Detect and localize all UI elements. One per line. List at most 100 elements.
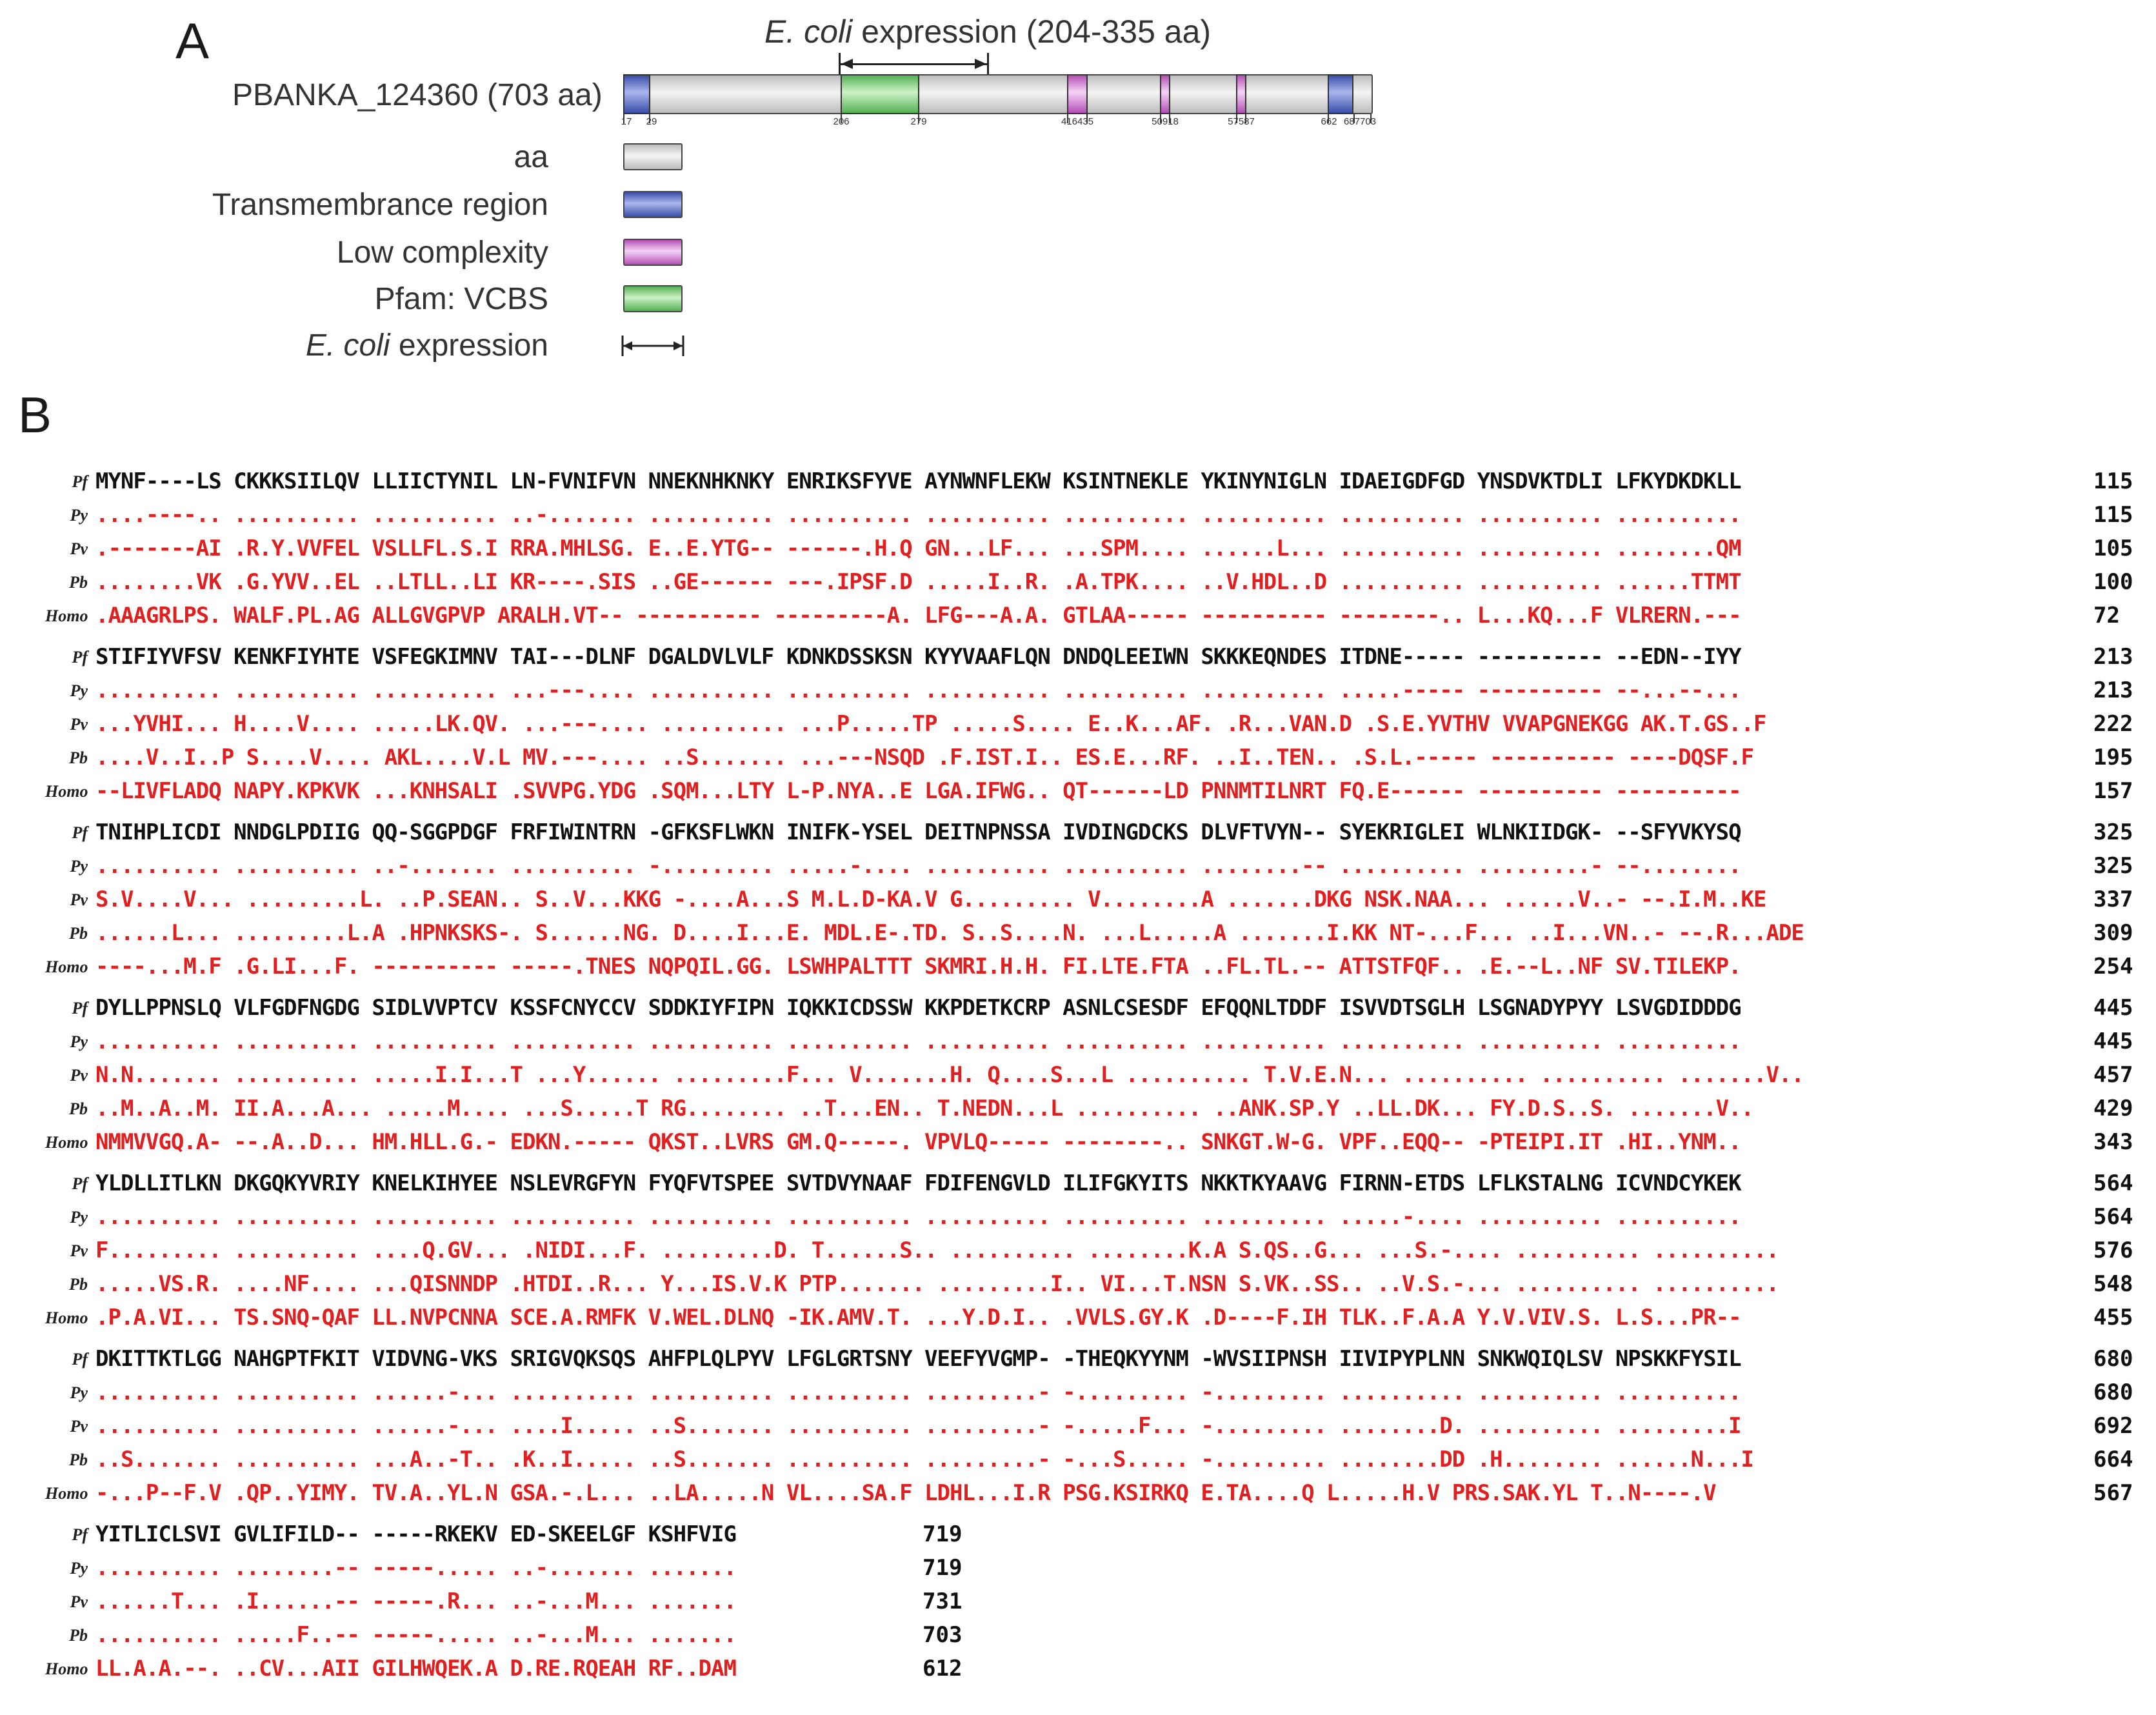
legend-label: E. coli expression (306, 328, 548, 363)
species-label: Py (70, 1559, 88, 1578)
species-label: Py (70, 1383, 88, 1402)
species-label: Pv (70, 1241, 88, 1260)
transmembrane-segment-2 (1328, 74, 1353, 114)
tick-label: 662 (1321, 116, 1337, 127)
alignment-row: Pf YITLICLSVI GVLIFILD-- -----RKEKV ED-SK… (45, 1519, 2142, 1552)
species-label: Pf (72, 472, 88, 491)
legend-swatch-transmembrane (623, 191, 683, 218)
legend-row-ecoli-expression: E. coli expression (194, 328, 684, 366)
residue-count: 343 (2093, 1129, 2133, 1155)
ecoli-expression-title: E. coli expression (204-335 aa) (764, 13, 1211, 50)
residue-count: 213 (2093, 677, 2133, 703)
sequence-text: F......... .......... ....Q.GV... .NIDI.… (95, 1238, 1779, 1263)
residue-count: 576 (2093, 1238, 2133, 1263)
legend-ecoli-italic: E. coli (305, 328, 390, 363)
alignment-row: Py .......... .......... ..-....... .....… (45, 850, 2142, 884)
tick-label: 206 (833, 116, 850, 127)
residue-count: 719 (923, 1555, 963, 1581)
sequence-text: N.N....... .......... .....I.I...T ...Y.… (95, 1062, 1804, 1088)
alignment-block: Pf STIFIYVFSV KENKFIYHTE VSFEGKIMNV TAI--… (45, 641, 2142, 817)
sequence-text: ......T... .I......-- -----.R... ..-...M… (95, 1589, 737, 1614)
alignment-row: Pf YLDLLITLKN DKGQKYVRIY KNELKIHYEE NSLEV… (45, 1168, 2142, 1201)
residue-count: 254 (2093, 954, 2133, 979)
sequence-text: ....V..I..P S....V.... AKL....V.L MV.---… (95, 745, 1754, 770)
residue-count: 548 (2093, 1271, 2133, 1297)
alignment-row: Pb ..M..A..M. II.A...A... .....M.... ...S… (45, 1093, 2142, 1127)
low-complexity-segment-1 (1067, 74, 1088, 114)
sequence-text: .......... ........-- -----..... ..-....… (95, 1555, 737, 1581)
alignment-row: Homo ----...M.F .G.LI...F. ---------- ---… (45, 951, 2142, 985)
tick (1086, 114, 1088, 123)
tick-label: 17 (621, 116, 632, 127)
sequence-text: .......... .......... .......... ...---.… (95, 677, 1742, 703)
species-label: Py (70, 681, 88, 700)
expression-bracket-arrows (841, 59, 986, 69)
species-label: Pf (72, 1174, 88, 1193)
sequence-text: ----...M.F .G.LI...F. ---------- -----.T… (95, 954, 1742, 979)
alignment-row: Py ....----.. .......... .......... ..-..… (45, 499, 2142, 533)
residue-count: 115 (2093, 502, 2133, 528)
species-label: Homo (45, 1660, 88, 1678)
alignment-row: Homo -...P--F.V .QP..YIMY. TV.A..YL.N GSA… (45, 1478, 2142, 1511)
residue-count: 731 (923, 1589, 963, 1614)
legend-row-low-complexity: Low complexity (194, 235, 684, 274)
residue-count: 564 (2093, 1204, 2133, 1230)
low-complexity-segment-3 (1236, 74, 1246, 114)
alignment-row: Pf TNIHPLICDI NNDGLPDIIG QQ-SGGPDGF FRFIW… (45, 817, 2142, 850)
species-label: Homo (45, 782, 88, 801)
alignment-row: Pv ......T... .I......-- -----.R... ..-..… (45, 1586, 2142, 1620)
alignment-row: Py .......... .......... ......-... .....… (45, 1377, 2142, 1410)
species-label: Pv (70, 1592, 88, 1611)
ecoli-expression-range: expression (204-335 aa) (852, 14, 1212, 50)
species-label: Pb (69, 748, 88, 767)
residue-count: 115 (2093, 468, 2133, 494)
protein-domain-bar (623, 74, 1373, 123)
sequence-alignment: Pf MYNF----LS CKKKSIILQV LLIICTYNIL LN-FV… (45, 466, 2142, 1694)
species-label: Homo (45, 1309, 88, 1327)
species-label: Pb (69, 1099, 88, 1118)
sequence-text: S.V....V... .........L. ..P.SEAN.. S..V.… (95, 887, 1766, 912)
sequence-text: .P.A.VI... TS.SNQ-QAF LL.NVPCNNA SCE.A.R… (95, 1305, 1742, 1330)
species-label: Py (70, 1032, 88, 1051)
tick-label: 687703 (1343, 116, 1377, 127)
sequence-text: MYNF----LS CKKKSIILQV LLIICTYNIL LN-FVNI… (95, 468, 1742, 494)
sequence-text: .......... .......... ..-....... .......… (95, 853, 1742, 879)
residue-count: 309 (2093, 920, 2133, 946)
residue-count: 457 (2093, 1062, 2133, 1088)
residue-count: 195 (2093, 745, 2133, 770)
species-label: Py (70, 506, 88, 525)
residue-count: 455 (2093, 1305, 2133, 1330)
residue-count: 664 (2093, 1447, 2133, 1472)
sequence-text: LL.A.A.--. ..CV...AII GILHWQEK.A D.RE.RQ… (95, 1656, 737, 1681)
alignment-row: Homo .AAAGRLPS. WALF.PL.AG ALLGVGPVP ARAL… (45, 600, 2142, 634)
alignment-row: Pv .......... .......... ......-... ....I… (45, 1410, 2142, 1444)
sequence-text: ..M..A..M. II.A...A... .....M.... ...S..… (95, 1096, 1754, 1121)
species-label: Pb (69, 1275, 88, 1294)
legend-swatch-pfam (623, 285, 683, 312)
protein-backbone (623, 74, 1373, 114)
residue-count: 445 (2093, 1028, 2133, 1054)
sequence-text: ........VK .G.YVV..EL ..LTLL..LI KR----.… (95, 569, 1742, 595)
residue-count: 567 (2093, 1480, 2133, 1506)
alignment-row: Pf STIFIYVFSV KENKFIYHTE VSFEGKIMNV TAI--… (45, 641, 2142, 675)
pfam-vcbs-segment (841, 74, 919, 114)
residue-count: 325 (2093, 819, 2133, 845)
species-label: Pv (70, 890, 88, 909)
species-label: Pb (69, 1450, 88, 1469)
alignment-row: Pf MYNF----LS CKKKSIILQV LLIICTYNIL LN-FV… (45, 466, 2142, 499)
alignment-row: Pv N.N....... .......... .....I.I...T ...… (45, 1059, 2142, 1093)
species-label: Pf (72, 999, 88, 1018)
alignment-row: Pv F......... .......... ....Q.GV... .NID… (45, 1235, 2142, 1269)
legend-label: aa (514, 140, 548, 174)
sequence-text: .AAAGRLPS. WALF.PL.AG ALLGVGPVP ARALH.VT… (95, 603, 1742, 628)
alignment-row: Py .......... .......... .......... ...--… (45, 675, 2142, 708)
residue-count: 337 (2093, 887, 2133, 912)
alignment-block: Pf MYNF----LS CKKKSIILQV LLIICTYNIL LN-FV… (45, 466, 2142, 641)
sequence-text: .-------AI .R.Y.VVFEL VSLLFL.S.I RRA.MHL… (95, 536, 1742, 561)
tick-label: 279 (910, 116, 927, 127)
species-label: Pv (70, 715, 88, 734)
alignment-row: Pv S.V....V... .........L. ..P.SEAN.. S..… (45, 884, 2142, 918)
species-label: Homo (45, 607, 88, 625)
alignment-row: Pf DYLLPPNSLQ VLFGDFNGDG SIDLVVPTCV KSSFC… (45, 992, 2142, 1026)
legend-row-aa: aa (194, 139, 684, 178)
